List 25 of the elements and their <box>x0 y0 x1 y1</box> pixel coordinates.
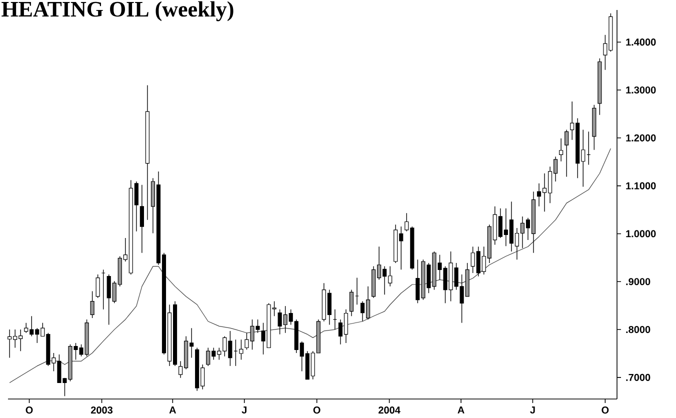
candlestick <box>349 289 354 316</box>
chart-title: HEATING OIL (weekly) <box>2 1 234 22</box>
y-tick-label: .9000 <box>626 278 650 286</box>
x-tick-label: A <box>169 406 176 414</box>
y-tick-label: .8000 <box>626 326 650 334</box>
x-tick-label: O <box>313 406 320 414</box>
x-tick-label: J <box>530 406 535 414</box>
y-tick-label: 1.2000 <box>626 134 656 142</box>
candlestick <box>90 290 94 318</box>
x-tick-label: J <box>242 406 246 414</box>
candlestick <box>140 184 144 254</box>
candlestick <box>96 274 100 298</box>
line-series <box>9 148 612 384</box>
candlestick <box>564 129 569 178</box>
x-tick-label: 2003 <box>90 406 113 414</box>
candlestick <box>559 138 564 162</box>
x-tick-label: 2004 <box>378 406 400 414</box>
x-tick-label: A <box>458 406 464 414</box>
x-tick-label: O <box>26 406 33 414</box>
x-tick-label: O <box>602 406 609 414</box>
y-tick-label: .7000 <box>626 374 650 381</box>
y-tick-label: 1.3000 <box>626 86 656 94</box>
y-tick-label: 1.0000 <box>626 230 656 238</box>
y-tick-label: 1.4000 <box>626 38 656 46</box>
y-tick-label: 1.1000 <box>626 182 656 190</box>
